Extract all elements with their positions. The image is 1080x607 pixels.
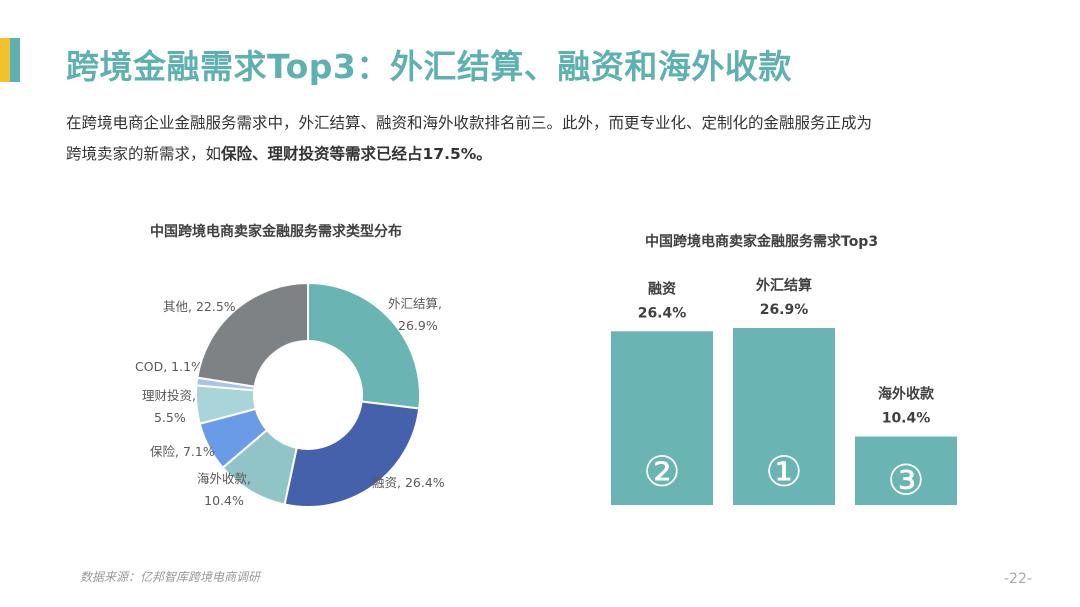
bar-category-label-1: 外汇结算 bbox=[756, 277, 812, 294]
bar-chart: 融资 26.4% ② 外汇结算 26.9% ① 海外收款 10.4% ③ bbox=[611, 277, 957, 505]
intro-line-1: 在跨境电商企业金融服务需求中，外汇结算、融资和海外收款排名前三。此外，而更专业化… bbox=[66, 114, 873, 132]
pie-value-0: 26.9% bbox=[398, 318, 438, 333]
bar-0 bbox=[611, 331, 713, 505]
pie-slice-0 bbox=[307, 281, 421, 410]
pie-value-4: 5.5% bbox=[154, 410, 186, 425]
bar-1 bbox=[733, 328, 835, 505]
pie-label-3: 保险, 7.1% bbox=[150, 444, 215, 459]
intro-line-2-text: 跨境卖家的新需求，如 bbox=[66, 145, 222, 163]
bar-value-label-1: 26.9% bbox=[760, 302, 809, 318]
pie-slice-6 bbox=[196, 281, 309, 388]
pie-label-4: 理财投资, bbox=[142, 388, 196, 403]
bar-rank-badge-1: ① bbox=[765, 447, 803, 496]
pie-label-0: 外汇结算, bbox=[388, 296, 442, 311]
pie-label-1: 融资, 26.4% bbox=[372, 475, 445, 490]
pie-label-5: COD, 1.1% bbox=[135, 359, 203, 374]
pie-slice-1 bbox=[283, 400, 421, 508]
accent-yellow-block bbox=[0, 38, 10, 82]
bar-category-label-2: 海外收款 bbox=[878, 386, 935, 403]
bar-value-label-0: 26.4% bbox=[638, 305, 687, 321]
pie-label-2: 海外收款, bbox=[197, 471, 251, 486]
intro-paragraph: 在跨境电商企业金融服务需求中，外汇结算、融资和海外收款排名前三。此外，而更专业化… bbox=[66, 108, 1026, 170]
intro-line-2: 跨境卖家的新需求，如保险、理财投资等需求已经占17.5%。 bbox=[66, 139, 1026, 170]
intro-highlight: 保险、理财投资等需求已经占17.5%。 bbox=[221, 145, 492, 163]
pie-chart-title: 中国跨境电商卖家金融服务需求类型分布 bbox=[150, 224, 402, 240]
page-number: -22- bbox=[1004, 571, 1032, 587]
accent-teal-block bbox=[10, 38, 20, 82]
donut-chart: 外汇结算, 26.9% 融资, 26.4% 海外收款, 10.4% 保险, 7.1% 理财投… bbox=[135, 281, 445, 508]
data-source: 数据来源：亿邦智库跨境电商调研 bbox=[80, 570, 261, 584]
page-title: 跨境金融需求Top3：外汇结算、融资和海外收款 bbox=[66, 47, 792, 86]
bar-chart-title: 中国跨境电商卖家金融服务需求Top3 bbox=[645, 234, 879, 250]
pie-label-6: 其他, 22.5% bbox=[163, 299, 236, 314]
title-accent-bar bbox=[0, 38, 20, 82]
bar-rank-badge-2: ③ bbox=[887, 456, 925, 505]
bar-2 bbox=[855, 436, 957, 505]
bar-category-label-0: 融资 bbox=[648, 280, 676, 297]
pie-value-2: 10.4% bbox=[204, 493, 244, 508]
bar-value-label-2: 10.4% bbox=[882, 411, 931, 427]
bar-rank-badge-0: ② bbox=[643, 447, 681, 496]
